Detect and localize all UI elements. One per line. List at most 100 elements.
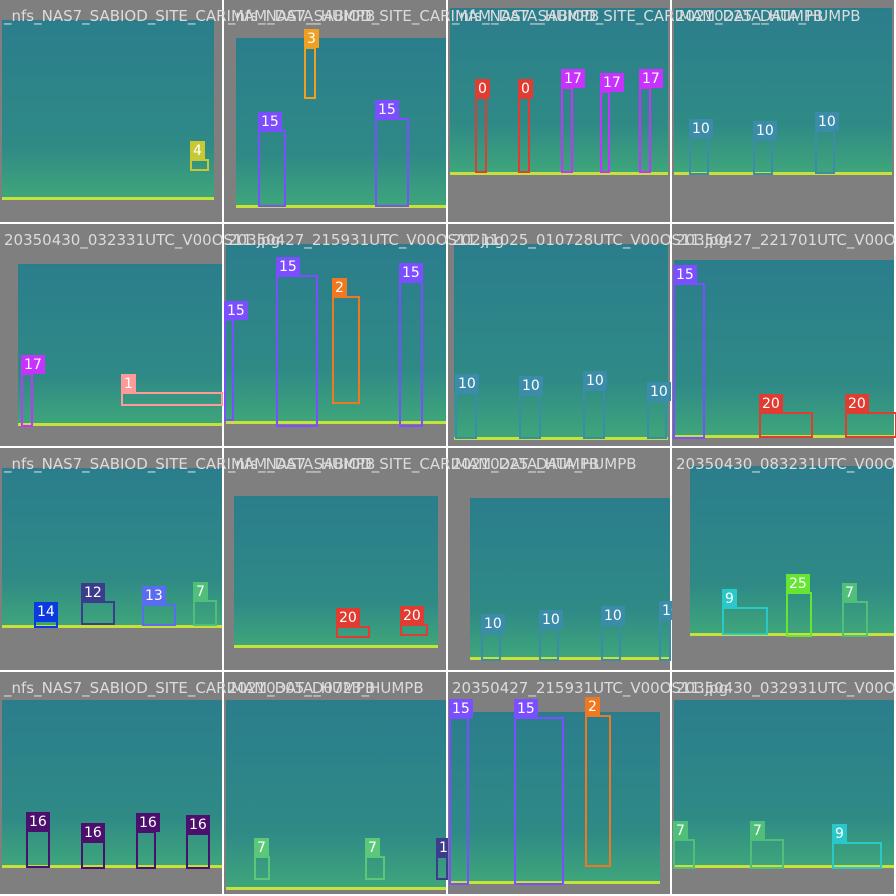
label-tag (519, 376, 543, 395)
bounding-box (750, 839, 784, 869)
spectrogram (18, 264, 222, 426)
box-label: 20 (339, 610, 357, 626)
tile-title: _nfs_NAS7_SABIOD_SITE_CARIMAM_DATA_HUMPB (227, 7, 599, 26)
label-tag (759, 394, 783, 413)
box-label: 10 (458, 376, 476, 392)
label-tag (81, 823, 105, 842)
box-label: 15 (676, 267, 694, 283)
box-label: 16 (29, 814, 47, 830)
tile: 7 7 9 (672, 672, 894, 894)
box-label: 7 (368, 840, 377, 856)
baseline (18, 423, 222, 426)
box-label: 4 (193, 143, 202, 159)
tile: 3 15 15 (224, 0, 446, 222)
baseline (674, 172, 892, 175)
box-label: 10 (818, 114, 836, 130)
label-tag (34, 602, 58, 621)
box-label: 7 (753, 823, 762, 839)
box-label: 7 (257, 840, 266, 856)
tile-title: _nfs_NAS7_SABIOD_SITE_CARIMAM_DATA_HUMPB (227, 455, 599, 474)
baseline (2, 197, 214, 200)
bounding-box (722, 607, 768, 635)
label-tag (375, 100, 399, 119)
label-tag (224, 301, 248, 320)
label-tag (842, 583, 857, 602)
tile-title: 20350430_032931UTC_V00OS11.jpg (676, 679, 896, 698)
baseline (2, 865, 222, 868)
spectrogram (450, 712, 660, 884)
box-label: 15 (452, 701, 470, 717)
box-label: 10 (542, 612, 560, 628)
label-tag (121, 374, 136, 393)
tile-title: 20350430_083231UTC_V00OS11.jpg (676, 455, 896, 474)
bounding-box (514, 717, 564, 885)
label-tag (815, 112, 839, 131)
label-tag (583, 371, 607, 390)
baseline (470, 657, 670, 660)
baseline (236, 205, 446, 208)
label-tag (585, 697, 600, 716)
tile: 15 20 20 (672, 224, 896, 446)
box-label: 10 (522, 378, 540, 394)
tile: 10 10 10 (672, 0, 894, 222)
box-label: 7 (676, 823, 685, 839)
box-label: 17 (564, 71, 582, 87)
box-label: 20 (762, 396, 780, 412)
bounding-box (759, 412, 813, 438)
label-tag (190, 141, 205, 160)
label-tag (601, 606, 625, 625)
baseline (690, 633, 894, 636)
label-tag (832, 824, 847, 843)
box-label: 10 (756, 123, 774, 139)
label-tag (600, 73, 624, 92)
label-tag (673, 265, 697, 284)
box-label: 10 (650, 384, 668, 400)
tile: 16 16 16 16 (0, 672, 222, 894)
box-label: 20 (403, 608, 421, 624)
box-label: 15 (378, 102, 396, 118)
box-label: 7 (845, 585, 854, 601)
tile-title: 20350427_215931UTC_V00OS11.jpg (228, 231, 504, 250)
tile: 0 0 17 17 17 (448, 0, 670, 222)
box-label: 25 (789, 576, 807, 592)
spectrogram (226, 700, 446, 890)
tile: 7 7 12 (224, 672, 460, 894)
label-tag (365, 838, 380, 857)
label-tag (639, 69, 663, 88)
tile: 15 15 2 15 (224, 224, 446, 446)
bounding-box (845, 412, 896, 438)
box-label: 16 (84, 825, 102, 841)
label-tag (539, 610, 563, 629)
box-label: 16 (139, 815, 157, 831)
baseline (2, 625, 222, 628)
label-tag (449, 699, 473, 718)
label-tag (689, 119, 713, 138)
label-tag (455, 374, 479, 393)
tile-title: 20350430_032331UTC_V00OS11.jpg (4, 231, 280, 250)
box-label: 12 (84, 585, 102, 601)
label-tag (26, 812, 50, 831)
label-tag (647, 382, 671, 401)
box-label: 3 (307, 31, 316, 47)
tile: 20 20 (224, 448, 446, 670)
label-tag (258, 112, 282, 131)
tile: 15 15 2 (448, 672, 670, 894)
tile-title: 20210225_DATA_HUMPB (452, 455, 637, 474)
box-label: 17 (642, 71, 660, 87)
label-tag (336, 608, 360, 627)
box-label: 14 (37, 604, 55, 620)
spectrogram (2, 20, 214, 200)
spectrogram (674, 8, 892, 175)
box-label: 20 (848, 396, 866, 412)
tile-title: _nfs_NAS7_SABIOD_SITE_CARIMAM_DATA_HUMPB (451, 7, 823, 26)
label-tag (400, 606, 424, 625)
tile-title: 20211025_010728UTC_V00OS11.jpg (452, 231, 728, 250)
baseline (450, 172, 668, 175)
tile: 17 1 (0, 224, 223, 446)
tile-title: _nfs_NAS7_SABIOD_SITE_CARIMAM_DATA_HUMPB (3, 679, 375, 698)
bounding-box (121, 392, 223, 406)
label-tag (475, 79, 490, 98)
box-label: 16 (189, 817, 207, 833)
